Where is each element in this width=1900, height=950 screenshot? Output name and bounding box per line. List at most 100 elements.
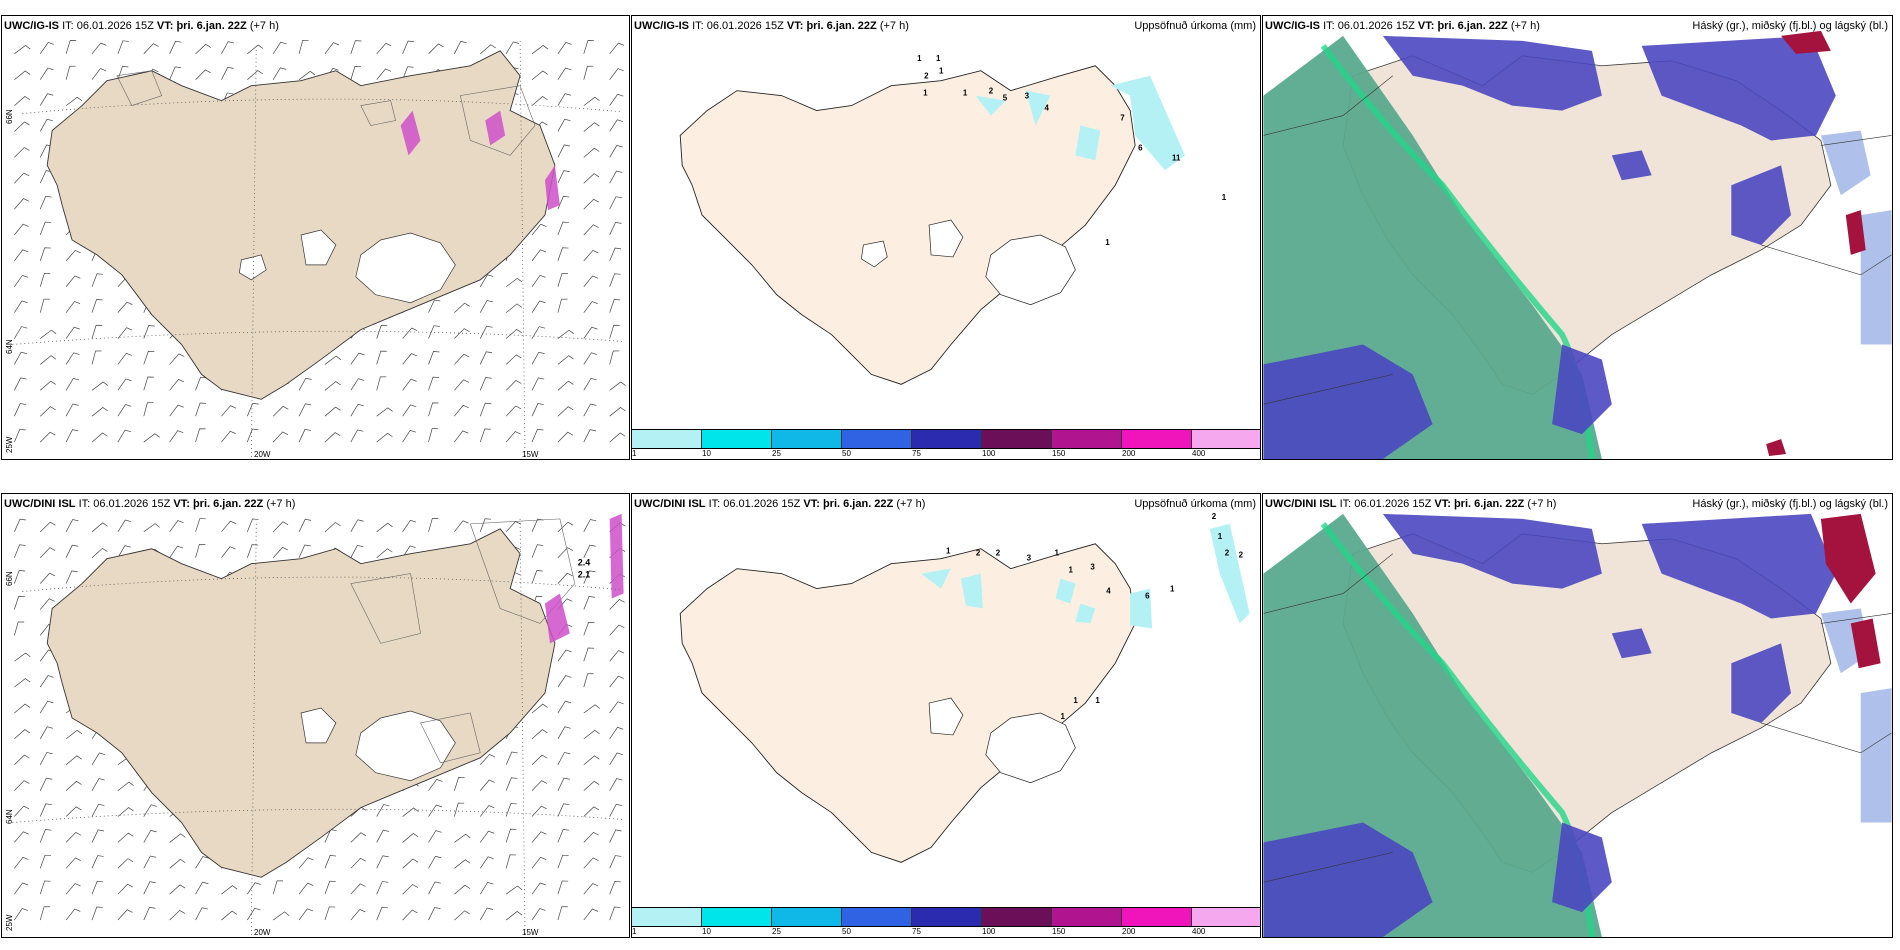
wind-barb [557, 41, 572, 55]
wind-barb [479, 428, 491, 443]
wind-barb [117, 519, 132, 533]
glacier [355, 710, 456, 782]
wind-barb [195, 881, 209, 895]
vt-label: VT: [1434, 498, 1451, 510]
glacier [300, 229, 337, 266]
wind-barb [479, 274, 494, 287]
wind-barb [531, 518, 544, 532]
wind-barb [531, 882, 546, 895]
wind-barb [143, 881, 156, 895]
wind-barb [169, 858, 186, 869]
wind-barb [402, 40, 415, 54]
wind-barb [428, 907, 441, 921]
wind-barb [531, 570, 543, 584]
wind-barb [583, 403, 597, 417]
vt-value: þri. 6.jan. 22Z [192, 498, 264, 510]
colorbar-swatch [982, 430, 1052, 448]
precip-value: 1 [939, 67, 944, 76]
low-cloud-red [1820, 513, 1881, 669]
wind-barb [298, 429, 311, 443]
wind-barb [557, 170, 570, 184]
wind-barb [91, 432, 108, 443]
forecast-row-ig-is: UWC/IG-IS IT: 06.01.2026 15Z VT: þri. 6.… [0, 15, 1900, 465]
precip-value: 6 [1145, 592, 1150, 601]
wind-barb [479, 779, 495, 791]
vt-value: þri. 6.jan. 22Z [176, 20, 247, 32]
precip-value: 2 [996, 549, 1001, 558]
wind-barb [583, 429, 597, 443]
wind-barb [14, 570, 26, 584]
wind-barb [39, 829, 52, 843]
wind-barb [169, 40, 182, 54]
precip-value: 3 [1090, 563, 1095, 572]
wind-barb [531, 831, 547, 843]
glacier [355, 232, 456, 304]
wind-barb [39, 726, 54, 740]
precip-value: 7 [1120, 114, 1125, 123]
wind-barb [246, 402, 259, 417]
wind-barb [298, 70, 316, 80]
colorbar-label: 400 [1192, 927, 1206, 936]
precip-value: 6 [1138, 143, 1143, 152]
wind-barb [505, 328, 522, 339]
wind-barb [557, 355, 574, 365]
glacier [861, 240, 888, 268]
wind-barb [583, 673, 594, 688]
wind-barb [65, 780, 82, 791]
wind-barb [143, 433, 160, 443]
wind-barb [39, 298, 50, 313]
wind-barb [272, 521, 289, 533]
wind-barb [402, 858, 419, 869]
precip-value: 2 [1212, 512, 1217, 521]
wind-barb [91, 42, 107, 55]
wind-barb [117, 883, 133, 895]
wind-barb [583, 275, 599, 287]
wind-barb [324, 880, 336, 895]
colorbar-swatch [982, 908, 1052, 926]
wind-barb [454, 859, 471, 869]
lead-time: (+7 h) [249, 20, 279, 32]
wind-barb [14, 300, 28, 313]
wind-barb [609, 752, 623, 765]
model-name: UWC/IG-IS [634, 20, 689, 32]
wind-barb [454, 910, 470, 921]
wind-barb [454, 353, 470, 365]
wind-barb [557, 649, 572, 662]
precip-numbers: 1 2 2 3 1 1 3 4 6 1 2 1 2 2 1 1 1 [946, 512, 1244, 721]
wind-barb [14, 621, 25, 636]
wind-barb [609, 803, 623, 817]
wind-barb [117, 429, 131, 443]
colorbar-swatch [1052, 430, 1122, 448]
wind-barb [402, 353, 417, 365]
wind-barb [531, 428, 544, 443]
wind-barb [298, 882, 314, 895]
wind-barb [195, 43, 212, 55]
glacier [300, 707, 337, 744]
iceland-landmass [46, 528, 556, 878]
wind-barb [350, 352, 365, 365]
precip-area [975, 75, 1185, 171]
wind-barb [65, 326, 80, 339]
glacier [928, 219, 964, 258]
wind-barb [65, 883, 81, 895]
wind-barb [583, 704, 600, 714]
wind-barb [557, 726, 571, 740]
wind-barb [583, 647, 595, 662]
vt-value: þri. 6.jan. 22Z [822, 498, 894, 510]
panel-title: UWC/IG-IS IT: 06.01.2026 15Z VT: þri. 6.… [1265, 20, 1540, 32]
wind-barb [195, 907, 208, 921]
wind-barb [91, 829, 105, 843]
wind-barb [117, 327, 133, 339]
wind-barb [583, 352, 598, 365]
wind-barb [479, 907, 494, 921]
lat-label: 64N [5, 809, 14, 824]
wind-barb [609, 726, 624, 740]
colorbar-label: 150 [1052, 449, 1066, 458]
wind-barb [298, 518, 312, 532]
precip-value: 1 [917, 54, 922, 63]
wind-barb [14, 223, 29, 236]
wind-barb [402, 378, 417, 391]
wind-barb [583, 249, 599, 262]
iceland-landmass [46, 50, 556, 400]
wind-barb [557, 700, 572, 714]
